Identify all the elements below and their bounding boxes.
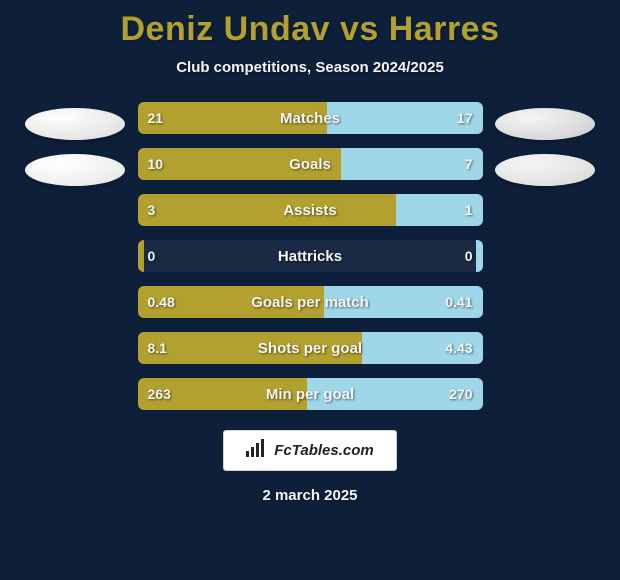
stat-bar-player2 <box>327 102 482 134</box>
player2-club-icon <box>495 154 595 186</box>
stat-row: 2117Matches <box>138 102 483 134</box>
stat-track <box>138 240 483 272</box>
player2-avatar-icon <box>495 108 595 140</box>
stat-row: 31Assists <box>138 194 483 226</box>
stat-row: 8.14.43Shots per goal <box>138 332 483 364</box>
stat-bar-player2 <box>324 286 483 318</box>
content-wrap: Deniz Undav vs Harres Club competitions,… <box>0 0 620 580</box>
date-label: 2 march 2025 <box>262 487 357 504</box>
stat-bar-player2 <box>396 194 482 226</box>
brand-chart-icon <box>246 439 266 462</box>
stat-bar-player1 <box>138 286 324 318</box>
stat-bar-player1 <box>138 378 307 410</box>
stat-bar-player1 <box>138 194 397 226</box>
stat-bars: 2117Matches 107Goals 31Assists 00Hattricks 0… <box>138 102 483 410</box>
stats-wrap: 2117Matches 107Goals 31Assists 00Hattricks 0… <box>0 102 620 410</box>
brand-badge[interactable]: FcTables.com <box>223 430 396 471</box>
player2-avatar-col <box>483 102 608 200</box>
stat-bar-player1 <box>138 332 362 364</box>
stat-row: 107Goals <box>138 148 483 180</box>
stat-bar-player2 <box>362 332 483 364</box>
stat-row: 263270Min per goal <box>138 378 483 410</box>
stat-bar-player1 <box>138 240 145 272</box>
stat-bar-player1 <box>138 148 342 180</box>
subtitle: Club competitions, Season 2024/2025 <box>176 59 444 76</box>
stat-row: 0.480.41Goals per match <box>138 286 483 318</box>
stat-bar-player2 <box>476 240 483 272</box>
stat-bar-player2 <box>307 378 483 410</box>
stat-row: 00Hattricks <box>138 240 483 272</box>
brand-label: FcTables.com <box>274 442 373 459</box>
stat-bar-player1 <box>138 102 328 134</box>
player1-club-icon <box>25 154 125 186</box>
stat-bar-player2 <box>341 148 482 180</box>
player1-avatar-col <box>13 102 138 200</box>
page-title: Deniz Undav vs Harres <box>121 10 500 49</box>
player1-avatar-icon <box>25 108 125 140</box>
